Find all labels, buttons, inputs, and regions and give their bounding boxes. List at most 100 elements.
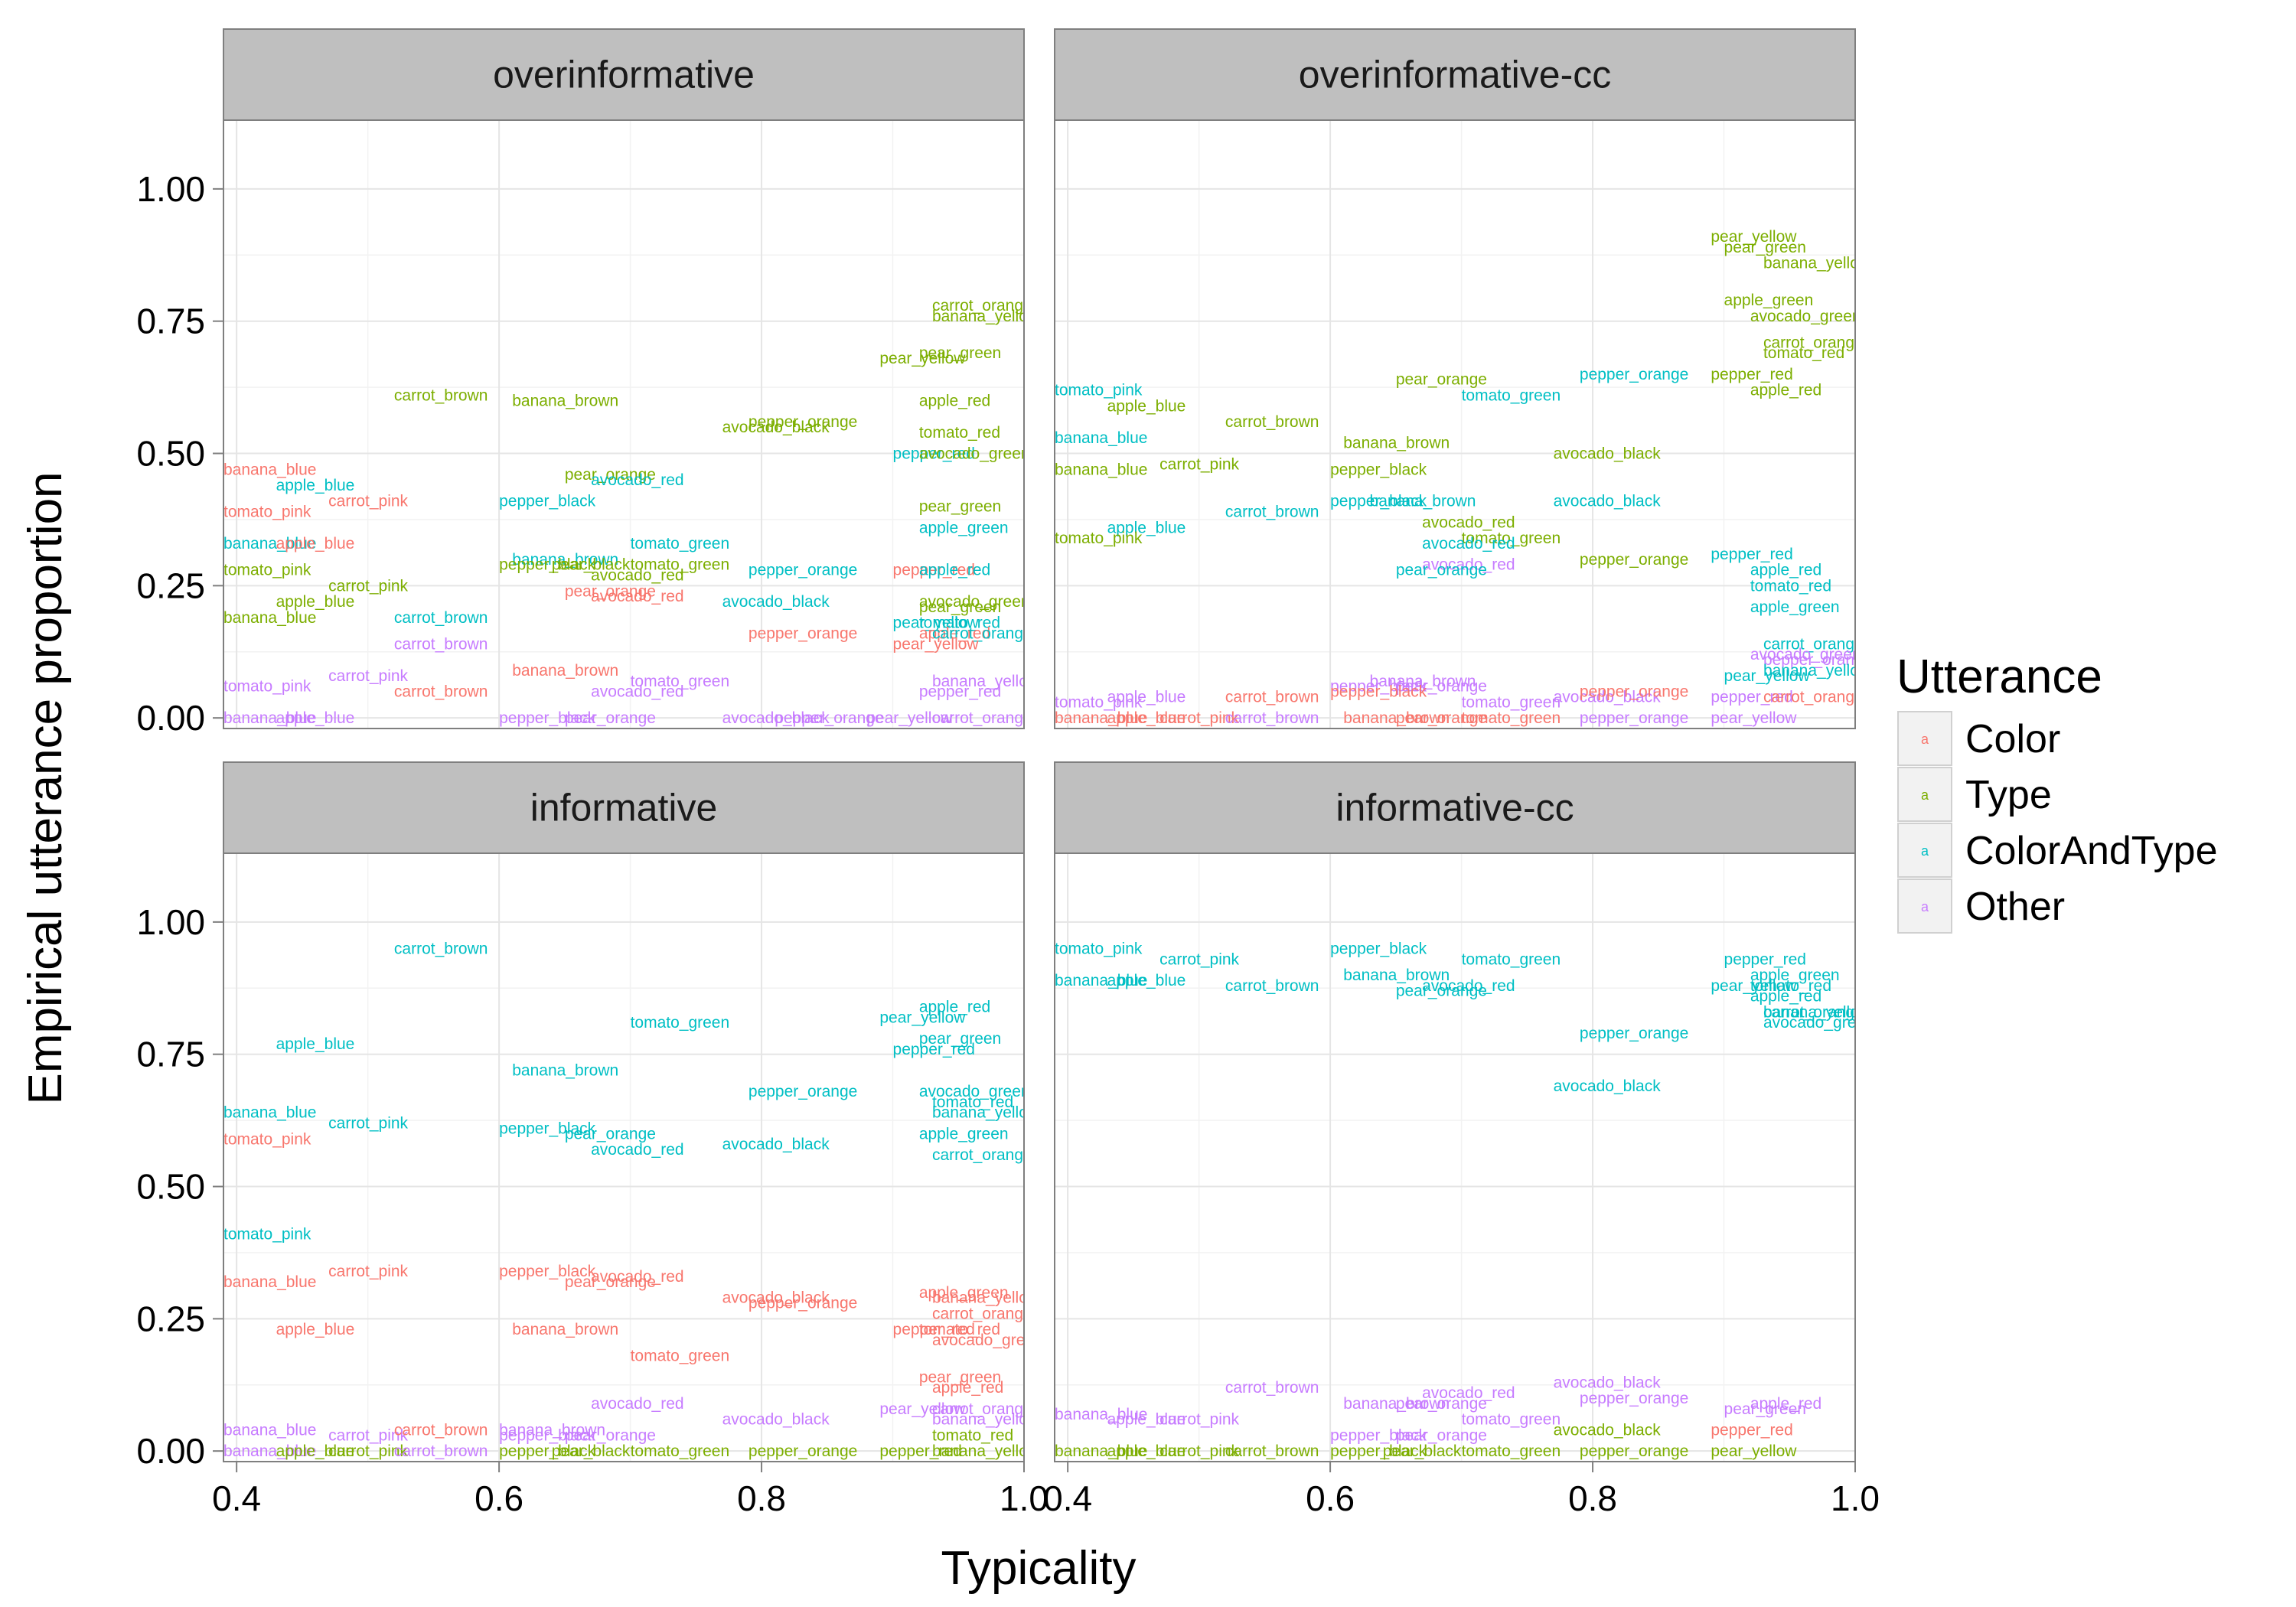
strip-background <box>1054 28 1856 121</box>
point-label: tomato_green <box>631 1348 730 1365</box>
point-label: pepper_black <box>499 1120 596 1137</box>
point-label: tomato_red <box>919 614 1000 632</box>
point-label: pear_green <box>919 498 1001 516</box>
point-label: carrot_pink <box>1159 950 1239 968</box>
point-label: pear_orange <box>1396 709 1487 727</box>
legend-key-glyph: a <box>1921 732 1929 747</box>
point-label: pear_green <box>919 344 1001 362</box>
point-label: banana_blue <box>223 1104 316 1122</box>
point-label: carrot_orange <box>932 1400 1032 1418</box>
point-label: avocado_red <box>591 471 683 489</box>
legend-entry-colorandtype: a ColorAndType <box>1897 823 2218 878</box>
y-tick-label: 0.75 <box>136 1035 205 1074</box>
point-label: avocado_black <box>722 1411 830 1429</box>
point-label: carrot_brown <box>1225 709 1319 727</box>
y-tick-label: 1.00 <box>136 902 205 942</box>
point-label: pepper_red <box>1724 950 1806 968</box>
point-label: apple_blue <box>1107 689 1186 706</box>
point-label: tomato_green <box>1462 530 1561 547</box>
point-label: apple_blue <box>1107 397 1186 415</box>
panel-informative: informativecarrot_browntomato_greenapple… <box>223 761 1040 1462</box>
x-tick-label: 1.0 <box>1831 1478 1880 1518</box>
point-label: apple_blue <box>276 535 355 553</box>
point-label: pear_yellow <box>893 614 980 632</box>
panel-border <box>223 119 1025 729</box>
strip-label: overinformative-cc <box>1299 54 1611 96</box>
point-label: avocado_black <box>1554 689 1662 706</box>
point-label: banana_blue <box>223 535 316 553</box>
point-label: apple_blue <box>1107 709 1186 727</box>
point-label: pepper_red <box>893 562 975 579</box>
panel-background <box>1055 120 1855 729</box>
point-label: pepper_black <box>1330 461 1427 478</box>
y-tick-label: 0.00 <box>136 698 205 738</box>
point-label: apple_red <box>919 625 990 643</box>
point-label: pear_yellow <box>1711 228 1797 246</box>
point-label: pepper_black <box>499 1442 596 1460</box>
point-label: banana_brown <box>1370 493 1476 510</box>
point-label: carrot_orange <box>1763 1003 1864 1021</box>
y-tick-label: 1.00 <box>136 169 205 209</box>
point-label: pepper_orange <box>748 1442 857 1460</box>
point-label: pepper_orange <box>748 562 857 579</box>
x-tick-label: 0.4 <box>1043 1478 1092 1518</box>
point-label: carrot_pink <box>1159 709 1239 727</box>
point-label: banana_yellow <box>932 1104 1040 1122</box>
point-label: tomato_red <box>932 1094 1013 1111</box>
point-label: pear_yellow <box>866 709 953 727</box>
x-tick-label: 0.8 <box>1568 1478 1617 1518</box>
point-label: apple_green <box>1750 966 1840 984</box>
point-label: pear_yellow <box>1711 709 1797 727</box>
point-label: pear_black <box>552 1442 631 1460</box>
point-label: pepper_red <box>1711 546 1792 563</box>
point-label: apple_blue <box>1107 1442 1186 1460</box>
y-tick-label: 0.50 <box>136 1167 205 1207</box>
legend-label: Type <box>1965 773 2052 817</box>
point-labels: pear_yellowpear_greenbanana_yellowapple_… <box>1055 228 1861 727</box>
point-label: carrot_brown <box>1225 504 1319 521</box>
point-label: pepper_orange <box>1580 683 1688 701</box>
point-label: avocado_black <box>722 593 830 611</box>
point-label: banana_blue <box>223 461 316 478</box>
point-label: carrot_brown <box>1225 1442 1319 1460</box>
point-label: banana_brown <box>1343 709 1450 727</box>
point-label: carrot_pink <box>328 1442 408 1460</box>
legend-label: Other <box>1965 885 2065 929</box>
point-label: pear_orange <box>565 1426 656 1444</box>
panel-background <box>1055 853 1855 1462</box>
point-label: banana_brown <box>512 1321 618 1338</box>
panel-border <box>1054 852 1856 1462</box>
point-label: carrot_brown <box>394 1442 488 1460</box>
point-label: apple_red <box>1750 382 1821 399</box>
point-label: avocado_red <box>591 588 683 605</box>
legend-entry-other: a Other <box>1897 878 2065 934</box>
point-label: carrot_pink <box>1159 1442 1239 1460</box>
point-label: carrot_brown <box>394 609 488 627</box>
point-label: avocado_green <box>919 445 1030 463</box>
point-label: avocado_green <box>1750 308 1861 325</box>
point-label: banana_brown <box>512 392 618 409</box>
point-label: pear_orange <box>565 1273 656 1291</box>
legend-key-glyph: a <box>1921 843 1929 859</box>
point-label: banana_blue <box>223 609 316 627</box>
point-label: banana_brown <box>1343 1395 1450 1413</box>
x-tick-label: 0.8 <box>737 1478 786 1518</box>
point-label: carrot_pink <box>1159 1411 1239 1429</box>
point-label: avocado_black <box>1554 1374 1662 1391</box>
point-label: pepper_orange <box>1580 551 1688 569</box>
y-tick-label: 0.00 <box>136 1431 205 1471</box>
point-label: avocado_red <box>591 1395 683 1413</box>
point-label: apple_red <box>932 1379 1003 1397</box>
point-label: pepper_orange <box>748 625 857 643</box>
strip-background <box>223 28 1025 121</box>
point-label: apple_red <box>919 998 990 1015</box>
point-label: pepper_red <box>1711 689 1792 706</box>
point-label: avocado_red <box>591 567 683 585</box>
point-label: pear_black <box>1383 1442 1462 1460</box>
y-tick-label: 0.75 <box>136 302 205 341</box>
panel-border <box>1054 119 1856 729</box>
point-label: tomato_pink <box>223 504 311 521</box>
point-label: apple_red <box>1750 562 1821 579</box>
point-label: carrot_brown <box>1225 413 1319 431</box>
